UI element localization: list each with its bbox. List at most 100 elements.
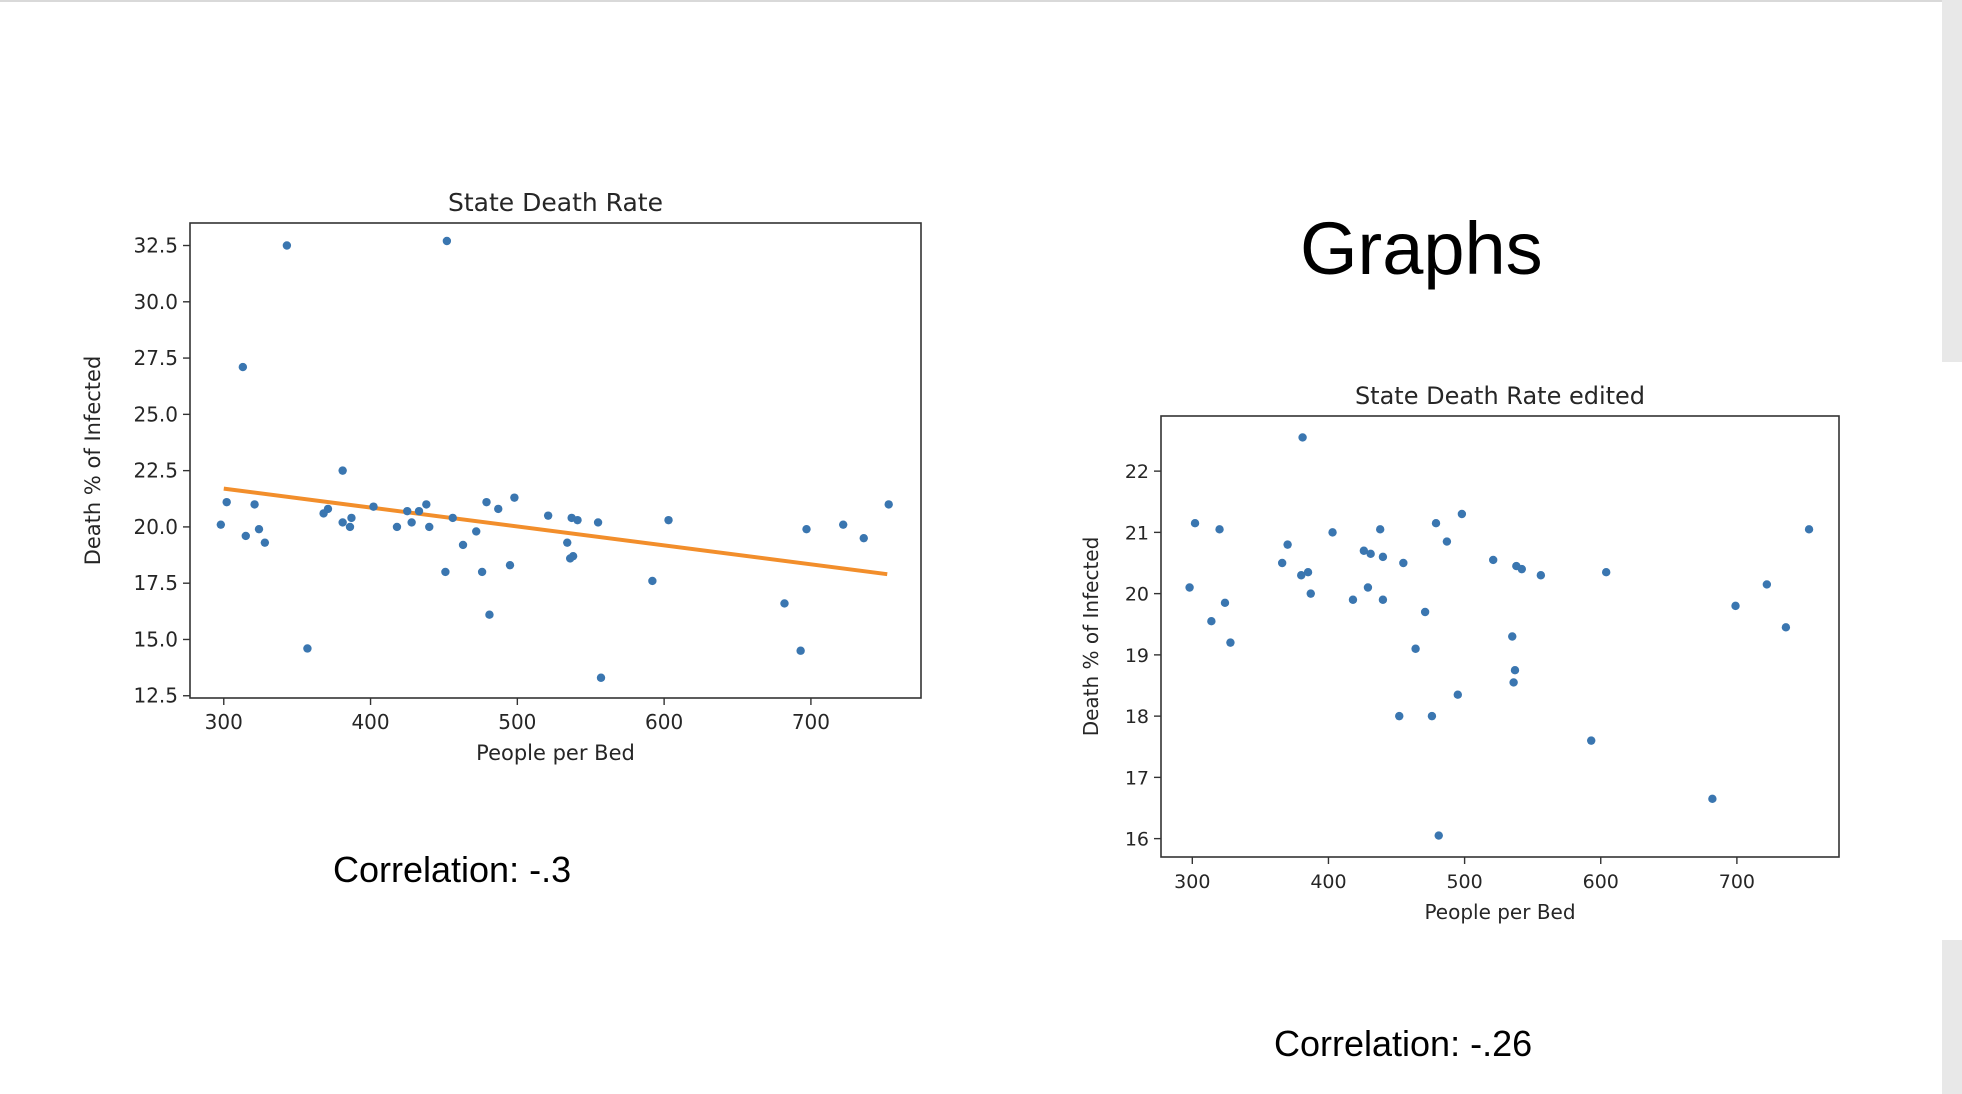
y-tick-label: 15.0	[133, 627, 178, 651]
data-point	[472, 527, 481, 536]
data-point	[1781, 623, 1791, 632]
data-point	[441, 567, 450, 577]
plot-frame	[1160, 415, 1840, 858]
y-tick-label: 27.5	[133, 346, 178, 370]
data-point	[303, 644, 312, 653]
data-point	[222, 497, 231, 507]
y-axis-label: Death % of Infected	[1079, 537, 1103, 737]
x-tick-label: 300	[1174, 871, 1210, 893]
data-point	[254, 524, 264, 534]
data-point	[425, 522, 434, 532]
data-point	[403, 506, 412, 516]
y-tick-label: 25.0	[133, 402, 178, 426]
data-point	[1366, 549, 1375, 559]
trend-line	[223, 486, 888, 577]
data-point	[505, 560, 515, 570]
x-tick-label: 400	[351, 710, 389, 734]
data-point	[884, 500, 893, 509]
correlation-caption-left: Correlation: -.3	[333, 849, 572, 890]
data-point	[1420, 607, 1430, 617]
data-point	[1277, 558, 1287, 568]
data-point	[1375, 525, 1385, 534]
data-point	[780, 599, 789, 608]
y-tick-label: 19	[1125, 645, 1149, 667]
data-point	[1328, 528, 1337, 537]
y-axis-label: Death % of Infected	[81, 356, 105, 566]
data-point	[414, 506, 424, 516]
data-point	[1306, 589, 1315, 598]
x-tick-label: 300	[205, 710, 243, 734]
x-tick-label: 700	[792, 710, 830, 734]
data-point	[1207, 616, 1216, 626]
data-point	[1303, 567, 1313, 577]
data-point	[407, 518, 416, 527]
data-point	[1363, 583, 1373, 592]
data-point	[369, 502, 378, 511]
data-point	[1378, 552, 1388, 562]
y-tick-label: 32.5	[133, 234, 178, 258]
data-point	[494, 504, 503, 514]
data-point	[338, 518, 347, 527]
data-point	[485, 610, 494, 619]
data-point	[260, 538, 270, 547]
data-point	[1359, 546, 1369, 555]
data-point	[802, 524, 811, 534]
data-point	[1731, 601, 1740, 611]
data-point	[477, 567, 487, 577]
y-tick-label: 20	[1125, 584, 1149, 606]
data-point	[859, 533, 868, 543]
y-tick-label: 30.0	[133, 290, 178, 314]
data-point	[1509, 678, 1518, 687]
slide-heading: Graphs	[1300, 207, 1543, 290]
data-point	[442, 236, 452, 246]
data-point	[238, 362, 248, 372]
y-tick-label: 17	[1125, 767, 1149, 789]
y-tick-label: 22.5	[133, 459, 178, 483]
data-point	[1399, 558, 1408, 568]
x-tick-label: 500	[498, 710, 536, 734]
slide-top-border	[0, 0, 1962, 2]
data-point	[1283, 540, 1292, 549]
side-strip-top	[1942, 0, 1962, 362]
data-point	[1510, 665, 1520, 675]
data-point	[1601, 567, 1611, 577]
data-point	[563, 538, 572, 547]
x-tick-label: 500	[1446, 871, 1482, 893]
data-point	[1434, 831, 1443, 840]
x-tick-label: 700	[1719, 871, 1755, 893]
data-point	[422, 500, 431, 509]
data-point	[1190, 518, 1200, 528]
data-point	[1226, 638, 1235, 647]
data-point	[596, 673, 606, 682]
data-point	[1298, 433, 1307, 442]
data-point	[241, 531, 250, 541]
chart-title: State Death Rate	[448, 188, 663, 217]
y-tick-label: 16	[1125, 829, 1149, 851]
data-point	[1517, 564, 1526, 574]
data-point	[1708, 794, 1717, 804]
data-point	[1453, 690, 1462, 699]
data-point	[573, 515, 582, 525]
data-point	[216, 520, 226, 529]
data-point	[1411, 644, 1420, 653]
data-point	[338, 466, 347, 475]
x-axis-label: People per Bed	[1424, 900, 1575, 924]
data-point	[1348, 595, 1358, 604]
data-point	[568, 551, 578, 561]
data-point	[1804, 525, 1814, 534]
data-point	[1762, 580, 1772, 589]
data-point	[282, 241, 292, 250]
data-point	[448, 513, 457, 523]
data-point	[1220, 598, 1230, 608]
data-point	[593, 518, 603, 527]
data-point	[482, 497, 491, 507]
data-point	[323, 504, 333, 514]
data-point	[839, 520, 848, 529]
data-point	[347, 513, 356, 523]
data-point	[1442, 537, 1452, 546]
x-axis-label: People per Bed	[476, 741, 635, 765]
data-point	[1395, 711, 1404, 721]
data-point	[1427, 711, 1437, 721]
data-point	[648, 576, 657, 586]
